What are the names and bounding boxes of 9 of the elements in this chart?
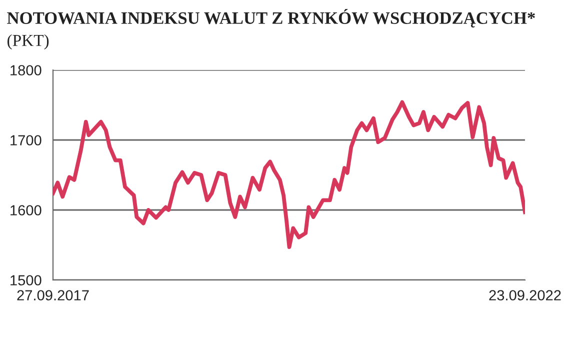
chart-subtitle: (PKT) [8, 34, 49, 50]
x-tick-label: 23.09.2022 [489, 290, 561, 300]
line-series [53, 100, 525, 250]
y-tick-label: 1600 [10, 205, 42, 216]
x-tick-label: 27.09.2017 [17, 290, 89, 300]
chart-title: NOTOWANIA INDEKSU WALUT Z RYNKÓW WSCHODZĄCYCH* [7, 8, 535, 28]
y-tick-label: 1800 [10, 65, 42, 76]
y-tick-label: 1700 [10, 135, 42, 146]
y-tick-label: 1500 [10, 275, 42, 286]
